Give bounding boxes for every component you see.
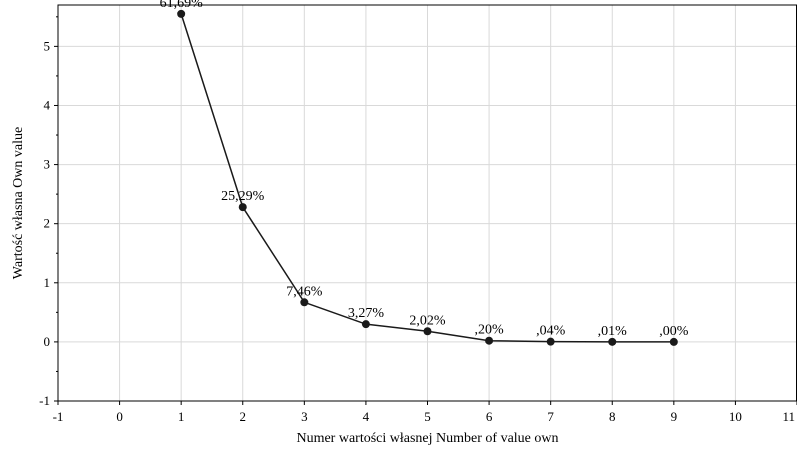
- data-point: [177, 9, 186, 18]
- x-tick-label: 1: [178, 409, 185, 424]
- series: [177, 9, 678, 346]
- x-tick-label: 7: [547, 409, 554, 424]
- y-axis-title: Wartość własna Own value: [11, 127, 26, 279]
- y-tick-label: 3: [44, 157, 51, 172]
- data-point: [300, 298, 309, 307]
- data-label: 2,02%: [409, 313, 446, 328]
- data-point: [361, 320, 370, 329]
- x-tick-label: -1: [53, 409, 64, 424]
- data-label: ,01%: [598, 324, 628, 339]
- x-tick-label: 3: [301, 409, 308, 424]
- data-point: [669, 337, 678, 346]
- data-label: 7,46%: [286, 284, 323, 299]
- y-tick-label: 5: [44, 38, 51, 53]
- data-point: [238, 203, 247, 212]
- x-tick-label: 2: [240, 409, 247, 424]
- data-label: ,00%: [659, 324, 689, 339]
- grid: [58, 5, 797, 402]
- y-tick-label: -1: [39, 393, 50, 408]
- x-tick-label: 0: [116, 409, 123, 424]
- data-point: [546, 337, 555, 346]
- y-tick-label: 1: [44, 275, 51, 290]
- x-tick-label: 5: [424, 409, 431, 424]
- data-label: 61,69%: [160, 0, 204, 11]
- data-label: 3,27%: [348, 306, 385, 321]
- y-tick-label: 2: [44, 216, 51, 231]
- y-tick-label: 0: [44, 334, 51, 349]
- x-tick-label: 8: [609, 409, 616, 424]
- data-labels: 61,69% 25,29% 7,46% 3,27% 2,02% ,20% ,04% ,01%,…: [160, 0, 689, 339]
- axis-ticks: -1 0 1 2 3 4 5 6 7 8 9 10 11 -1 0 1 2 3 4 5: [39, 16, 797, 424]
- x-tick-label: 4: [363, 409, 370, 424]
- y-tick-label: 4: [44, 97, 51, 112]
- data-label: 25,29%: [221, 189, 265, 204]
- data-point: [485, 336, 494, 345]
- data-point: [423, 327, 432, 336]
- data-label: ,04%: [536, 324, 566, 339]
- data-point: [608, 337, 617, 346]
- x-tick-label: 6: [486, 409, 493, 424]
- x-axis-title: Numer wartości własnej Number of value o…: [296, 431, 558, 446]
- data-label: ,20%: [474, 323, 504, 338]
- x-tick-label: 11: [782, 409, 795, 424]
- x-tick-label: 9: [671, 409, 678, 424]
- x-tick-label: 10: [729, 409, 742, 424]
